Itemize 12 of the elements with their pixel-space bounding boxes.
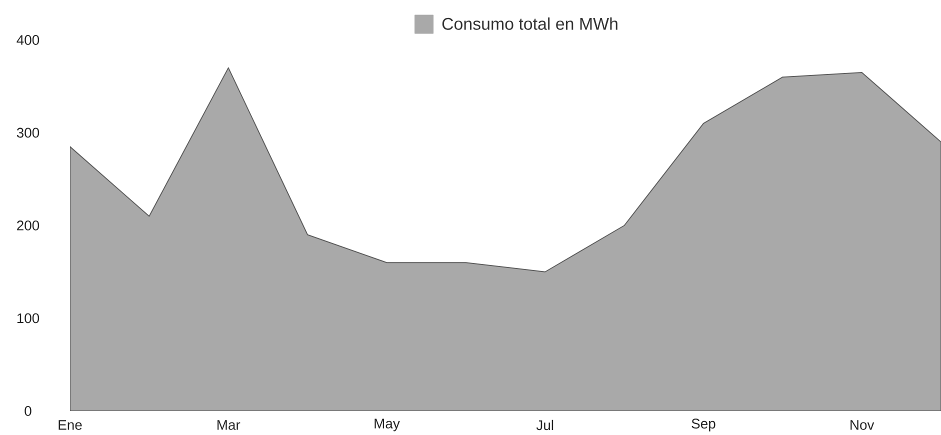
x-tick-label: May xyxy=(374,418,400,432)
x-tick-label: Mar xyxy=(217,420,240,430)
legend-label: Consumo total en MWh xyxy=(442,17,618,30)
y-tick-label: 400 xyxy=(16,35,40,45)
y-tick-label: 200 xyxy=(17,220,40,230)
y-tick-label: 0 xyxy=(24,406,32,416)
x-tick-label: Jul xyxy=(536,420,554,430)
y-tick-label: 300 xyxy=(16,128,40,138)
x-tick-label: Ene xyxy=(58,420,82,430)
x-tick-label: Nov xyxy=(850,420,874,430)
x-tick-label: Sep xyxy=(692,418,716,432)
y-tick-label: 100 xyxy=(17,313,40,324)
